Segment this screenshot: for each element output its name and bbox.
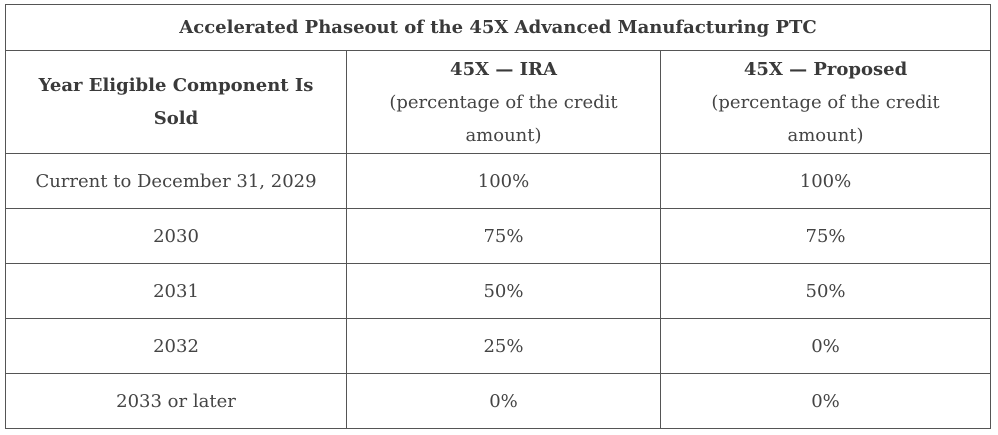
table-row: 2032 25% 0%	[5, 318, 992, 374]
cell-proposed: 50%	[659, 263, 992, 319]
table-title: Accelerated Phaseout of the 45X Advanced…	[4, 4, 992, 51]
phaseout-table: Accelerated Phaseout of the 45X Advanced…	[4, 4, 992, 429]
cell-proposed: 0%	[659, 373, 992, 429]
cell-proposed: 100%	[659, 153, 992, 209]
cell-year: 2032	[5, 318, 347, 374]
header-proposed-subtitle: (percentage of the credit amount)	[711, 91, 940, 146]
cell-year: 2031	[5, 263, 347, 319]
cell-ira: 75%	[346, 208, 661, 264]
header-ira-title: 45X — IRA	[450, 58, 557, 80]
header-year-eligible: Year Eligible Component Is Sold	[5, 50, 347, 154]
table-header-row: Year Eligible Component Is Sold 45X — IR…	[5, 50, 992, 154]
table-row: 2030 75% 75%	[5, 208, 992, 264]
cell-ira: 0%	[346, 373, 661, 429]
cell-year: Current to December 31, 2029	[5, 153, 347, 209]
cell-year: 2033 or later	[5, 373, 347, 429]
header-ira: 45X — IRA (percentage of the credit amou…	[346, 50, 661, 154]
header-ira-subtitle: (percentage of the credit amount)	[389, 91, 618, 146]
table-row: 2031 50% 50%	[5, 263, 992, 319]
cell-proposed: 0%	[659, 318, 992, 374]
table-row: 2033 or later 0% 0%	[5, 373, 992, 429]
table-row: Current to December 31, 2029 100% 100%	[5, 153, 992, 209]
table-title-row: Accelerated Phaseout of the 45X Advanced…	[4, 4, 992, 51]
header-proposed-title: 45X — Proposed	[743, 58, 908, 80]
header-proposed: 45X — Proposed (percentage of the credit…	[659, 50, 992, 154]
cell-ira: 25%	[346, 318, 661, 374]
cell-ira: 50%	[346, 263, 661, 319]
cell-proposed: 75%	[659, 208, 992, 264]
cell-year: 2030	[5, 208, 347, 264]
cell-ira: 100%	[346, 153, 661, 209]
